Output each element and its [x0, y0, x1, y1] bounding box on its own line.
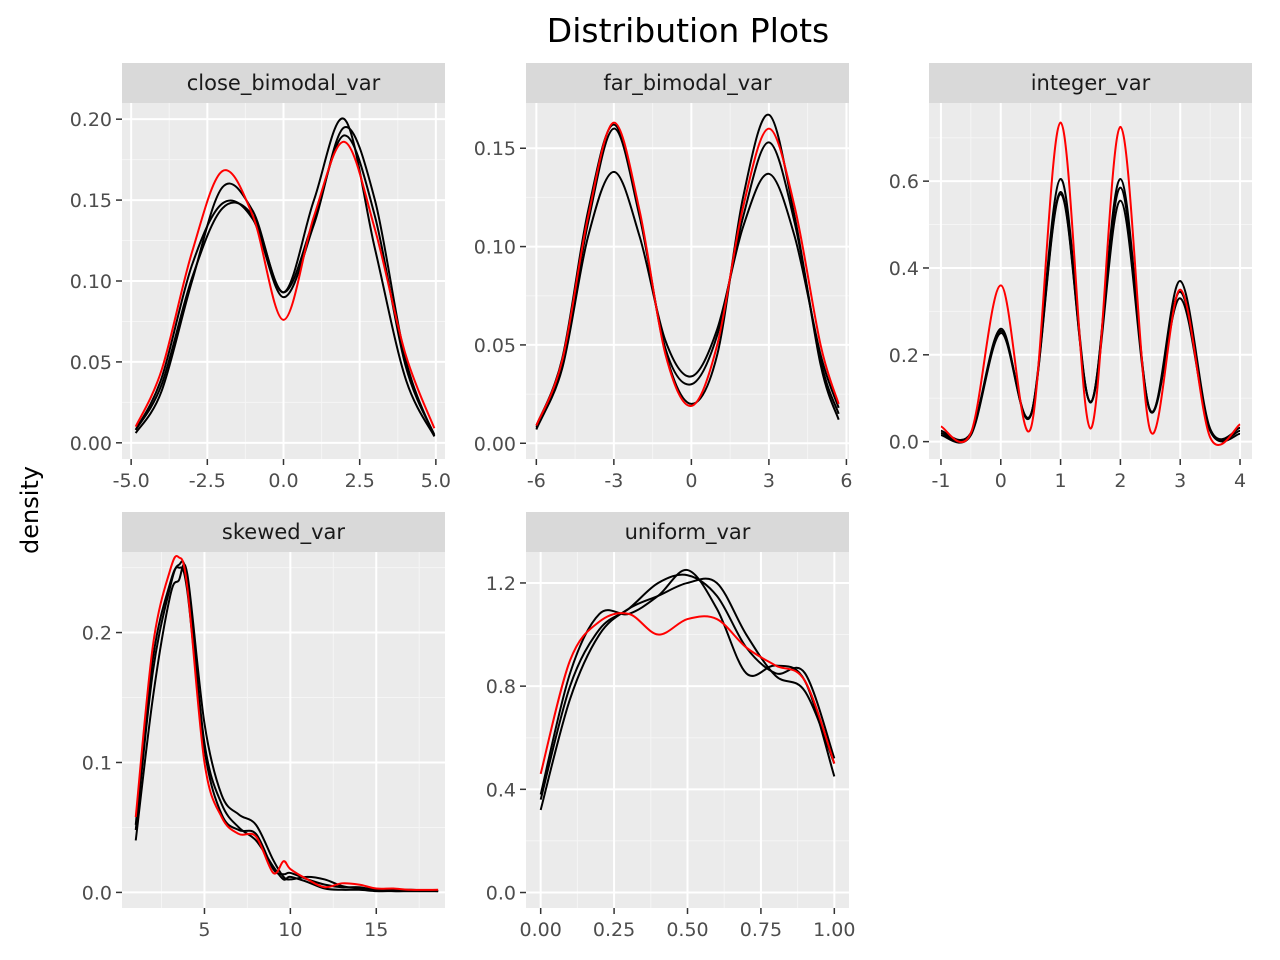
y-tick-label: 0.0: [82, 882, 112, 904]
facet-strip: [122, 512, 445, 552]
density-line: [535, 113, 840, 426]
facet-integer_var: integer_var -1 0 1 2 3 4 0.0 0.2 0.4 0.6: [889, 63, 1252, 492]
facet-close_bimodal_var: close_bimodal_var -5.0 -2.5 0.0 2.5 5.0 0.00 0.…: [70, 63, 451, 492]
x-tick-label: 6: [840, 470, 852, 492]
y-tick-label: 0.15: [474, 138, 516, 160]
y-tick-label: 0.00: [474, 433, 516, 455]
y-tick-label: 0.00: [70, 433, 112, 455]
facet-strip: [122, 63, 445, 103]
x-tick-label: 5.0: [421, 470, 451, 492]
y-tick-label: 0.05: [474, 335, 516, 357]
x-tick-label: 1: [1055, 470, 1067, 492]
density-line: [539, 573, 836, 800]
y-tick-label: 0.8: [486, 676, 516, 698]
y-tick-label: 0.05: [70, 352, 112, 374]
facet-far_bimodal_var: far_bimodal_var -6 -3 0 3 6 0.00 0.05 0.10 0.15: [474, 63, 852, 492]
x-tick-label: -5.0: [113, 470, 150, 492]
x-tick-label: 4: [1234, 470, 1246, 492]
density-line: [134, 117, 436, 437]
x-tick-label: 2: [1114, 470, 1126, 492]
facet-strip: [526, 63, 849, 103]
density-line: [134, 563, 439, 893]
density-line: [535, 170, 840, 428]
x-tick-label: 10: [278, 919, 302, 941]
y-tick-label: 0.20: [70, 109, 112, 131]
y-tick-label: 0.0: [889, 432, 919, 454]
density-line: [940, 121, 1241, 446]
y-tick-label: 1.2: [486, 573, 516, 595]
facet-strip: [929, 63, 1252, 103]
facet-strip-label: uniform_var: [625, 520, 751, 545]
x-tick-label: 2.5: [345, 470, 375, 492]
x-tick-label: 0.50: [666, 919, 708, 941]
series-group: [940, 121, 1241, 446]
x-tick-label: 0: [685, 470, 697, 492]
x-tick-label: 0.75: [740, 919, 782, 941]
x-tick-label: -6: [527, 470, 546, 492]
x-tick-label: 3: [763, 470, 775, 492]
density-line: [539, 577, 836, 811]
y-tick-label: 0.2: [82, 623, 112, 645]
facet-strip-label: close_bimodal_var: [187, 71, 381, 96]
y-tick-label: 0.2: [889, 345, 919, 367]
y-tick-label: 0.10: [70, 271, 112, 293]
y-tick-label: 0.4: [486, 779, 516, 801]
facet-strip-label: skewed_var: [222, 520, 345, 545]
facets-layer: close_bimodal_var-5.0 -2.5 0.0 2.5 5.00.000.…: [70, 63, 1252, 941]
density-line: [134, 140, 436, 429]
series-group: [535, 113, 840, 430]
x-tick-label: 0.00: [520, 919, 562, 941]
x-tick-label: 0.0: [268, 470, 298, 492]
density-line: [134, 126, 436, 437]
x-tick-label: 0: [995, 470, 1007, 492]
y-tick-label: 0.10: [474, 237, 516, 259]
density-line: [940, 177, 1241, 441]
density-line: [539, 569, 836, 795]
density-line: [539, 612, 836, 775]
facet-strip-label: integer_var: [1031, 71, 1151, 96]
facet-strip: [526, 512, 849, 552]
y-tick-label: 0.6: [889, 171, 919, 193]
facet-uniform_var: uniform_var 0.00 0.25 0.50 0.75 1.00 0.0 0.4 0.8…: [486, 512, 855, 941]
density-line: [134, 560, 439, 893]
facet-skewed_var: skewed_var 5 10 15 0.0 0.1 0.2: [82, 512, 445, 941]
x-tick-label: 3: [1174, 470, 1186, 492]
y-tick-label: 0.0: [486, 883, 516, 905]
series-group: [539, 569, 836, 811]
density-line: [535, 121, 840, 426]
x-tick-label: 1.00: [813, 919, 855, 941]
x-tick-label: 5: [198, 919, 210, 941]
y-tick-label: 0.4: [889, 258, 919, 280]
y-tick-label: 0.1: [82, 752, 112, 774]
x-tick-label: -1: [931, 470, 950, 492]
y-axis-label: density: [16, 466, 44, 554]
panel-background: [122, 552, 445, 908]
x-tick-label: 15: [364, 919, 388, 941]
x-tick-label: -3: [604, 470, 623, 492]
facet-strip-label: far_bimodal_var: [603, 71, 772, 96]
y-tick-label: 0.15: [70, 190, 112, 212]
chart-title: Distribution Plots: [547, 11, 829, 50]
density-line: [134, 554, 439, 891]
x-tick-label: 0.25: [593, 919, 635, 941]
series-group: [134, 554, 439, 893]
x-tick-label: -2.5: [189, 470, 226, 492]
series-group: [134, 117, 436, 437]
density-line: [535, 127, 840, 430]
